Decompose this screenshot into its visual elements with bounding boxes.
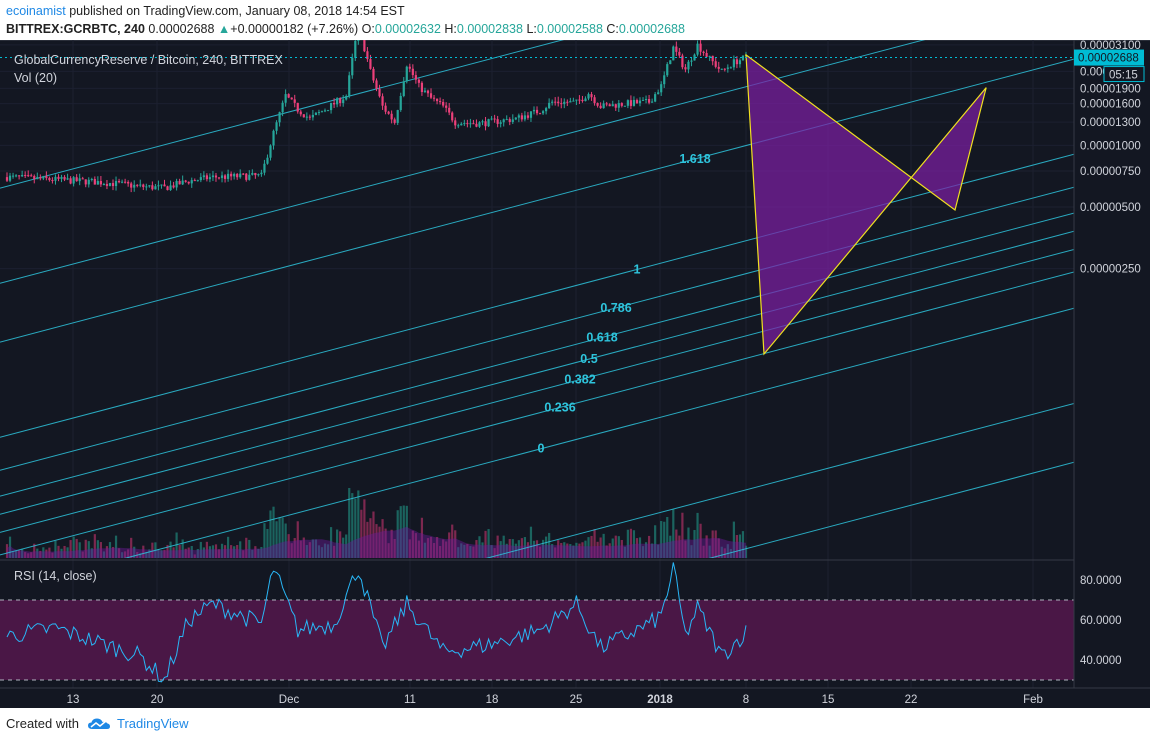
rsi-pane[interactable] xyxy=(0,559,1074,683)
rsi-tick-label: 80.0000 xyxy=(1080,575,1122,587)
date-tick-label: 11 xyxy=(404,694,416,706)
price-tick-label: 0.00001300 xyxy=(1080,117,1141,129)
date-tick-label: 20 xyxy=(151,694,164,706)
price-tick-label: 0.00000750 xyxy=(1080,166,1141,178)
created-with-label: Created with xyxy=(6,716,79,731)
last-price-tag-text: 0.00002688 xyxy=(1078,53,1139,65)
axes: 0.000050000.000045000.000040000.00003500… xyxy=(0,40,1150,706)
close-label: C: xyxy=(606,22,619,36)
tradingview-cloud-icon[interactable] xyxy=(87,717,111,731)
fib-level-label: 0.236 xyxy=(544,400,575,414)
date-tick-label: 25 xyxy=(570,694,583,706)
countdown-text: 05:15 xyxy=(1109,70,1138,82)
candlesticks xyxy=(5,40,748,193)
date-tick-label: 8 xyxy=(743,694,749,706)
projection-rectangle[interactable] xyxy=(745,53,987,356)
price-tick-label: 0.00003500 xyxy=(1080,40,1141,41)
date-tick-label: Dec xyxy=(279,694,300,706)
date-tick-label: Feb xyxy=(1023,694,1043,706)
date-tick-label: 22 xyxy=(905,694,918,706)
price-tick-label: 0.00000250 xyxy=(1080,264,1141,276)
fib-level-label: 0 xyxy=(538,442,545,456)
last-price: 0.00002688 xyxy=(148,22,215,36)
low-label: L: xyxy=(526,22,537,36)
price-tick-label: 0.00000500 xyxy=(1080,202,1141,214)
rsi-title: RSI (14, close) xyxy=(14,569,97,583)
fib-level-label: 0.382 xyxy=(564,373,595,387)
price-tick-label: 0.00001900 xyxy=(1080,83,1141,95)
publish-header: ecoinamist published on TradingView.com,… xyxy=(6,4,405,18)
open-value: 0.00002632 xyxy=(374,22,441,36)
fib-level-label: 0.786 xyxy=(600,301,631,315)
low-value: 0.00002588 xyxy=(536,22,603,36)
grid-lines xyxy=(0,40,1074,688)
footer: Created with TradingView xyxy=(6,716,189,731)
tradingview-link[interactable]: TradingView xyxy=(116,716,189,731)
last-price-tag xyxy=(1074,49,1144,66)
date-tick-label: 15 xyxy=(822,694,835,706)
fib-channel[interactable]: 0 0.236 0.382 0.5 0.618 0.786 1 1.618 xyxy=(0,40,1074,708)
date-tick-label: 18 xyxy=(486,694,499,706)
fib-level-label: 0.5 xyxy=(580,352,597,366)
high-value: 0.00002838 xyxy=(456,22,523,36)
symbol-label: BITTREX:GCRBTC, 240 xyxy=(6,22,145,36)
price-change: +0.00000182 (+7.26%) xyxy=(230,22,359,36)
fib-level-label: 1.618 xyxy=(679,152,710,166)
volume-label: Vol (20) xyxy=(14,71,57,85)
ohlc-header: BITTREX:GCRBTC, 240 0.00002688 ▲+0.00000… xyxy=(6,22,685,36)
purple-box xyxy=(745,53,987,356)
fib-level-label: 1 xyxy=(634,262,641,276)
chart-title: GlobalCurrencyReserve / Bitcoin, 240, BI… xyxy=(14,53,284,67)
volume-bars xyxy=(5,488,748,558)
price-tick-label: 0.00003100 xyxy=(1080,40,1141,52)
rsi-line xyxy=(6,562,747,683)
close-value: 0.00002688 xyxy=(618,22,685,36)
countdown-box xyxy=(1103,66,1145,83)
rsi-band xyxy=(0,600,1074,680)
publish-info: published on TradingView.com, January 08… xyxy=(69,4,405,18)
date-tick-label: 2018 xyxy=(647,694,673,706)
up-arrow-icon: ▲ xyxy=(217,22,231,36)
open-label: O: xyxy=(361,22,375,36)
price-tick-label: 0.00001000 xyxy=(1080,140,1141,152)
high-label: H: xyxy=(444,22,457,36)
rsi-tick-label: 60.0000 xyxy=(1080,615,1122,627)
fib-level-label: 0.618 xyxy=(586,330,617,344)
date-tick-label: 13 xyxy=(67,694,80,706)
price-tick-label: 0.00001600 xyxy=(1080,99,1141,111)
rsi-tick-label: 40.0000 xyxy=(1080,655,1122,667)
author-link[interactable]: ecoinamist xyxy=(6,4,66,18)
